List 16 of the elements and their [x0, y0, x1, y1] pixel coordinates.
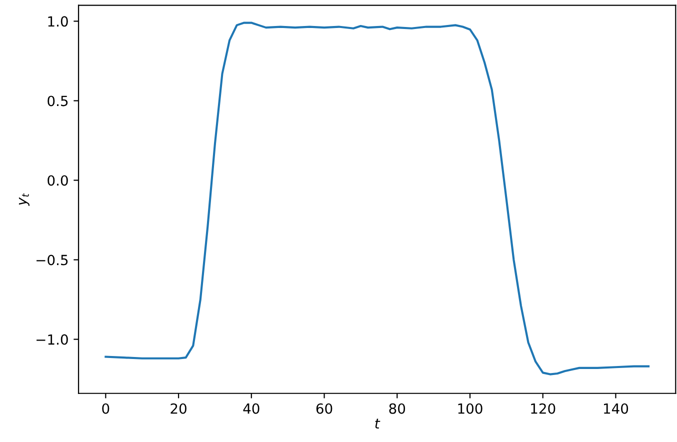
line-series	[104, 22, 650, 376]
x-tick-label: 40	[243, 403, 260, 414]
x-tick-label: 140	[604, 403, 628, 414]
x-tick-label: 100	[458, 403, 482, 414]
y-tick-label: 1.0	[48, 16, 68, 27]
x-tick-label: 60	[316, 403, 332, 414]
x-tick-label: 120	[531, 403, 556, 414]
x-axis-title: t	[375, 418, 380, 428]
x-tick-label: 20	[170, 403, 186, 414]
y-tick-label: −1.0	[36, 334, 68, 345]
y-tick-label: 0.0	[48, 175, 68, 186]
y-tick-label: 0.5	[48, 96, 68, 106]
y-axis-title: y$_{t}$	[18, 193, 30, 206]
x-tick-label: 80	[389, 403, 406, 414]
y-tick-label: −0.5	[36, 254, 68, 266]
x-tick-label: 0	[102, 403, 110, 414]
